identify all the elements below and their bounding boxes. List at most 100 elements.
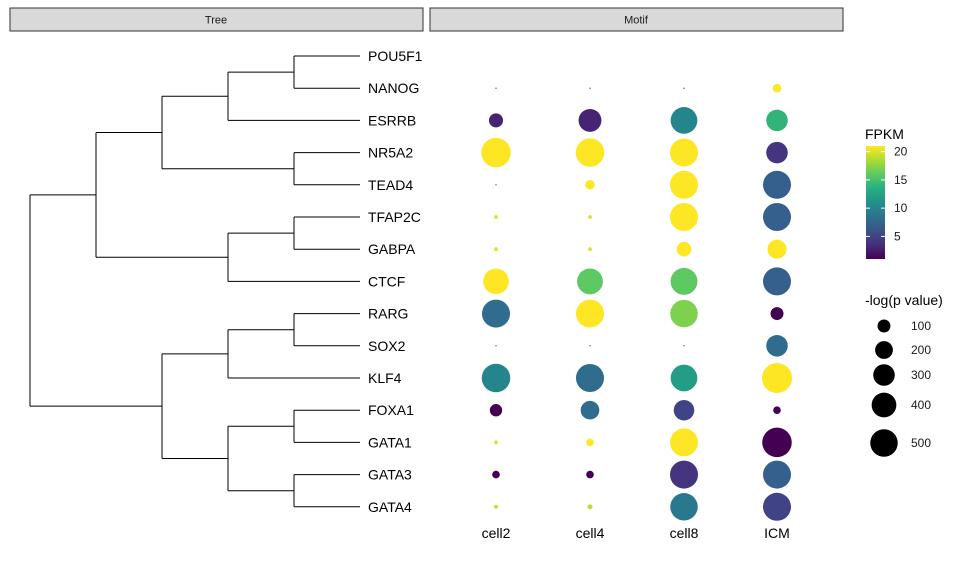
dot-NR5A2-ICM	[766, 141, 788, 164]
dendrogram	[29, 55, 360, 508]
gene-labels: POU5F1 NANOG ESRRB NR5A2 TEAD4 TFAP2C GABPA CTC…	[368, 48, 423, 515]
sample-label: ICM	[764, 525, 790, 541]
dot-GATA3-cell2	[492, 470, 500, 479]
dot-GATA1-cell8	[669, 428, 699, 457]
dot-FOXA1-cell4	[580, 400, 600, 420]
sample-label: cell2	[482, 525, 511, 541]
dot-RARG-cell8	[670, 299, 698, 328]
gene-label: TFAP2C	[368, 209, 421, 225]
dot-NANOG-cell4	[589, 87, 591, 89]
size-key-dot	[870, 429, 898, 457]
size-key-dot	[877, 319, 891, 333]
dot-GABPA-cell8	[676, 241, 692, 257]
dot-ESRRB-cell4	[578, 108, 602, 132]
dot-RARG-ICM	[770, 307, 784, 321]
dot-NR5A2-cell8	[669, 138, 699, 167]
dot-SOX2-ICM	[766, 335, 788, 357]
size-key-label: 500	[911, 436, 931, 450]
dot-FOXA1-ICM	[773, 406, 781, 415]
size-key-dot	[871, 392, 897, 418]
sample-label: cell8	[670, 525, 699, 541]
dot-TFAP2C-cell2	[494, 215, 498, 219]
motif-strip-background	[429, 7, 844, 32]
dot-NR5A2-cell4	[575, 138, 605, 167]
dot-KLF4-cell4	[575, 363, 605, 393]
gene-label: POU5F1	[368, 48, 423, 64]
dot-SOX2-cell4	[589, 345, 591, 347]
colorbar-tick-label: 15	[894, 173, 908, 187]
gene-label: CTCF	[368, 273, 405, 289]
dot-GATA3-cell4	[586, 470, 594, 479]
dot-grid	[481, 83, 792, 521]
dot-TFAP2C-cell4	[588, 215, 592, 219]
tree-panel-strip: Tree	[9, 7, 424, 32]
fpkm-colorbar	[866, 146, 885, 259]
gene-label: GATA4	[368, 499, 412, 515]
dot-TFAP2C-ICM	[762, 202, 792, 232]
motif-strip-title: Motif	[624, 15, 649, 27]
size-key-label: 300	[911, 368, 931, 382]
size-key-label: 200	[911, 343, 931, 357]
fpkm-legend-title: FPKM	[865, 126, 904, 142]
motif-panel-strip: Motif	[429, 7, 844, 32]
sample-axis: cell2 cell4 cell8 ICM	[482, 525, 790, 541]
gene-label: FOXA1	[368, 402, 414, 418]
tree-strip-title: Tree	[205, 15, 227, 27]
dot-NANOG-cell2	[495, 87, 497, 89]
dot-GATA4-cell2	[494, 504, 498, 509]
colorbar-tick-label: 10	[894, 201, 908, 215]
gene-label: GATA1	[368, 434, 412, 450]
dot-SOX2-cell8	[683, 345, 685, 347]
dot-GABPA-cell2	[494, 247, 498, 252]
gene-label: ESRRB	[368, 112, 416, 128]
dot-TFAP2C-cell8	[669, 202, 699, 232]
dot-TEAD4-cell8	[669, 170, 699, 199]
pvalue-legend: -log(p value) 100 200 300 400 500	[865, 292, 943, 457]
fpkm-legend: FPKM 5 10 15 20	[865, 126, 908, 259]
size-key-label: 400	[911, 398, 931, 412]
dot-GATA4-ICM	[762, 492, 792, 521]
dot-GATA1-cell4	[586, 438, 594, 447]
dot-CTCF-cell8	[670, 267, 698, 295]
dot-GABPA-ICM	[767, 239, 787, 259]
dot-TEAD4-ICM	[762, 170, 792, 199]
dot-TEAD4-cell2	[495, 184, 497, 186]
dot-SOX2-cell2	[495, 345, 497, 347]
dot-FOXA1-cell8	[673, 399, 695, 421]
gene-label: NANOG	[368, 80, 419, 96]
dot-KLF4-cell8	[670, 364, 698, 392]
tree-strip-background	[9, 7, 424, 32]
dot-NANOG-ICM	[772, 83, 782, 93]
gene-label: TEAD4	[368, 177, 413, 193]
pvalue-legend-title: -log(p value)	[865, 292, 943, 308]
dot-GATA4-cell4	[587, 504, 593, 510]
dot-ESRRB-cell2	[488, 113, 504, 128]
dot-KLF4-cell2	[481, 363, 511, 393]
size-key-label: 100	[911, 319, 931, 333]
dot-KLF4-ICM	[762, 363, 792, 393]
size-key-dot	[873, 364, 895, 386]
dot-GATA3-cell8	[669, 460, 699, 489]
colorbar-tick-label: 5	[894, 229, 901, 243]
dot-RARG-cell4	[575, 299, 605, 328]
dot-GABPA-cell4	[588, 247, 592, 252]
dot-CTCF-cell4	[577, 268, 603, 295]
dot-NANOG-cell8	[683, 87, 685, 89]
dot-TEAD4-cell4	[585, 180, 595, 190]
gene-label: GABPA	[368, 241, 416, 257]
dot-GATA4-cell8	[670, 493, 698, 521]
dot-ESRRB-cell8	[670, 107, 698, 134]
dot-NR5A2-cell2	[481, 137, 511, 168]
dot-CTCF-cell2	[483, 268, 509, 295]
sample-label: cell4	[576, 525, 605, 541]
dot-CTCF-ICM	[762, 267, 792, 296]
dot-GATA1-ICM	[762, 427, 792, 458]
gene-label: KLF4	[368, 370, 402, 386]
gene-label: SOX2	[368, 338, 406, 354]
dot-GATA1-cell2	[494, 440, 498, 445]
size-key-dot	[875, 341, 893, 359]
dot-GATA3-ICM	[762, 460, 792, 489]
dot-FOXA1-cell2	[489, 404, 503, 417]
gene-label: GATA3	[368, 467, 412, 483]
